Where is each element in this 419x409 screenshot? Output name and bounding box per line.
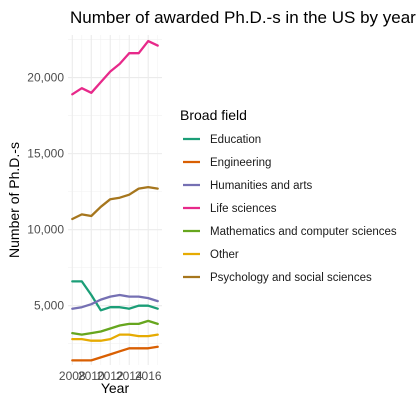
legend-label: Education — [210, 134, 261, 146]
legend-label: Mathematics and computer sciences — [210, 226, 397, 238]
series-layer — [71, 39, 159, 362]
x-tick-label: 2012 — [97, 369, 124, 383]
series-line — [71, 39, 159, 96]
legend-item: Psychology and social sciences — [183, 272, 372, 284]
legend-item: Humanities and arts — [183, 180, 313, 192]
x-tick-label: 2010 — [78, 369, 105, 383]
legend: Broad field Education Engineering Humaniti… — [180, 107, 397, 284]
series-line — [71, 293, 159, 310]
x-tick-label: 2008 — [59, 369, 86, 383]
legend-item: Life sciences — [183, 203, 277, 215]
axis-layer: 5,000 10,000 15,000 20,000 20082010201220142… — [27, 71, 162, 383]
series-line — [71, 319, 159, 336]
legend-item: Engineering — [183, 157, 271, 169]
legend-item: Education — [183, 134, 261, 146]
legend-item: Mathematics and computer sciences — [183, 226, 397, 238]
x-axis-title: Year — [101, 380, 130, 396]
x-tick-label: 2014 — [116, 369, 143, 383]
legend-label: Other — [210, 249, 239, 261]
y-axis-title: Number of Ph.D.-s — [6, 142, 22, 258]
y-tick-label: 20,000 — [27, 71, 64, 85]
series-line — [71, 185, 159, 221]
y-tick-label: 5,000 — [34, 299, 64, 313]
series-line — [71, 280, 159, 312]
x-tick-label: 2016 — [135, 369, 162, 383]
series-line — [71, 333, 159, 342]
grid-layer — [68, 35, 162, 365]
legend-label: Humanities and arts — [210, 180, 313, 192]
legend-label: Life sciences — [210, 203, 277, 215]
chart-title: Number of awarded Ph.D.-s in the US by y… — [70, 8, 416, 27]
legend-label: Engineering — [210, 157, 271, 169]
legend-item: Other — [183, 249, 239, 261]
legend-items: Education Engineering Humanities and arts L… — [183, 134, 397, 284]
y-tick-label: 15,000 — [27, 147, 64, 161]
y-tick-label: 10,000 — [27, 223, 64, 237]
series-line — [71, 345, 159, 362]
legend-title: Broad field — [180, 107, 247, 123]
legend-label: Psychology and social sciences — [210, 272, 372, 284]
